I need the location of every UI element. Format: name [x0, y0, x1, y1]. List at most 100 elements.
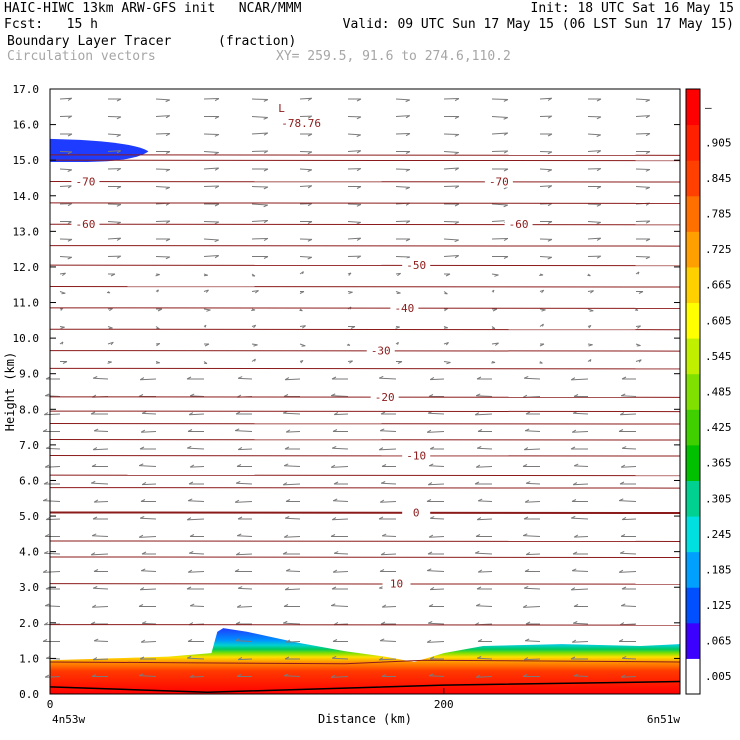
- circulation-vector: [155, 168, 171, 172]
- circulation-vector: [284, 516, 301, 520]
- circulation-vector: [635, 115, 651, 119]
- circulation-vector: [299, 115, 313, 119]
- circulation-vector: [380, 411, 396, 415]
- circulation-vector: [619, 550, 637, 555]
- circulation-vector: [156, 308, 163, 312]
- circulation-vector: [44, 674, 61, 678]
- circulation-vector: [523, 585, 541, 590]
- circulation-vector: [155, 98, 171, 103]
- circulation-vector: [570, 515, 589, 520]
- colorbar-label: .545: [705, 350, 732, 363]
- contour-label-background: [402, 258, 431, 272]
- y-tick-label: 16.0: [13, 119, 40, 132]
- circulation-vector: [491, 116, 508, 120]
- circulation-vector: [189, 393, 205, 397]
- circulation-vector: [443, 98, 460, 102]
- contour-label-background: [370, 389, 399, 403]
- circulation-vector: [188, 412, 205, 416]
- circulation-vector: [477, 569, 493, 573]
- colorbar-label: .665: [705, 279, 732, 292]
- field-name: Boundary Layer Tracer: [7, 34, 172, 49]
- y-tick-label: 7.0: [19, 439, 39, 452]
- colorbar-swatch: [686, 302, 700, 339]
- circulation-vector: [539, 256, 553, 260]
- temperature-contour-line: [49, 423, 681, 425]
- circulation-vector: [522, 604, 541, 608]
- circulation-vector: [475, 534, 492, 537]
- colorbar-label: .845: [705, 172, 732, 185]
- circulation-vector: [299, 238, 313, 242]
- y-tick-label: 1.0: [19, 652, 39, 665]
- circulation-vector: [571, 499, 588, 502]
- circulation-vector: [587, 221, 602, 225]
- circulation-vector: [251, 186, 269, 190]
- circulation-vector: [380, 621, 396, 625]
- circulation-vector: [525, 552, 541, 556]
- circulation-vector: [59, 203, 73, 207]
- circulation-vector: [443, 326, 448, 329]
- colorbar-label: .305: [705, 492, 732, 505]
- circulation-vector: [476, 586, 492, 590]
- overlay-name: Circulation vectors: [7, 49, 156, 64]
- circulation-vector: [539, 168, 553, 172]
- circulation-vector: [107, 255, 122, 259]
- circulation-vector: [332, 498, 349, 502]
- circulation-vector: [234, 428, 253, 432]
- circulation-vector: [492, 308, 498, 312]
- circulation-vector: [426, 499, 444, 502]
- circulation-vector: [523, 516, 540, 520]
- circulation-vector: [59, 256, 73, 260]
- circulation-vector: [45, 446, 61, 450]
- circulation-vector: [106, 291, 111, 294]
- colorbar-label: .065: [705, 635, 732, 648]
- contour-label-background: [366, 343, 395, 357]
- circulation-vector: [378, 657, 397, 661]
- circulation-vector: [237, 516, 252, 520]
- circulation-vector: [283, 604, 300, 607]
- circulation-vector: [570, 377, 589, 381]
- temperature-contour-line: [49, 264, 681, 267]
- circulation-vector: [491, 273, 499, 277]
- circulation-vector: [187, 429, 204, 432]
- circulation-vector: [331, 376, 348, 380]
- circulation-vector: [45, 376, 60, 380]
- circulation-vector: [491, 150, 509, 154]
- circulation-vector: [587, 343, 593, 347]
- temperature-contour-line: [49, 396, 681, 398]
- circulation-vector: [235, 411, 252, 415]
- circulation-vector: [621, 656, 637, 660]
- temperature-contour-label: -60: [509, 218, 529, 231]
- circulation-vector: [443, 361, 451, 365]
- circulation-vector: [491, 361, 496, 364]
- circulation-vector: [573, 604, 588, 607]
- circulation-vector: [395, 168, 411, 172]
- colorbar-swatch: [686, 338, 700, 375]
- circulation-vector: [570, 656, 588, 660]
- circulation-vector: [587, 203, 602, 207]
- circulation-vector: [299, 151, 313, 155]
- circulation-vector: [251, 358, 256, 362]
- circulation-vector: [621, 517, 637, 521]
- y-tick-label: 11.0: [13, 297, 40, 310]
- circulation-vector: [333, 412, 349, 416]
- circulation-vector: [155, 220, 171, 224]
- circulation-vector: [380, 481, 397, 485]
- x-tick-label: 200: [434, 698, 454, 711]
- contour-label-background: [390, 300, 419, 314]
- circulation-vector: [44, 534, 60, 537]
- temperature-contour-line: [49, 624, 681, 626]
- colorbar-swatch: [686, 551, 700, 588]
- circulation-vector: [186, 517, 205, 521]
- header-title-left: HAIC-HIWC 13km ARW-GFS init NCAR/MMM: [4, 1, 302, 16]
- circulation-vector: [587, 116, 602, 120]
- minimum-marker: L: [278, 102, 285, 115]
- circulation-vector: [234, 569, 252, 572]
- circulation-vector: [59, 185, 73, 189]
- circulation-vector: [186, 376, 204, 380]
- circulation-vector: [587, 168, 602, 172]
- circulation-vector: [138, 673, 157, 677]
- circulation-vector: [188, 551, 205, 555]
- circulation-vector: [92, 376, 109, 380]
- circulation-vector: [620, 603, 637, 607]
- y-tick-label: 10.0: [13, 332, 40, 345]
